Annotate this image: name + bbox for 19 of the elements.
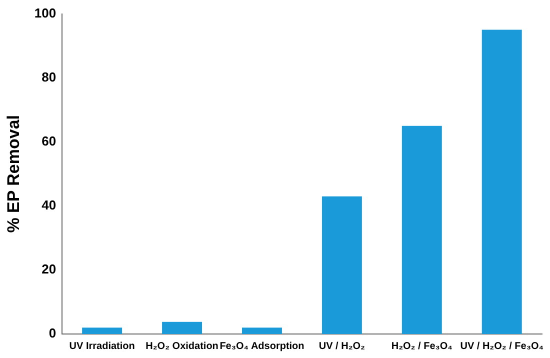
y-tick-label: 0	[48, 326, 56, 341]
x-tick-label: Fe₃O₄ Adsorption	[220, 340, 304, 352]
y-tick-label: 80	[42, 69, 56, 84]
x-tick-label: H₂O₂ Oxidation	[146, 340, 218, 352]
y-tick-label: 60	[42, 133, 56, 148]
x-tick-label: H₂O₂ / Fe₃O₄	[391, 340, 453, 352]
bar	[402, 126, 442, 334]
x-tick-label: UV / H₂O₂ / Fe₃O₄	[460, 340, 544, 352]
y-tick-label: 40	[42, 198, 56, 212]
y-tick-label: 100	[34, 5, 56, 20]
y-tick-label: 20	[42, 262, 56, 277]
bar	[82, 328, 122, 334]
bar	[482, 30, 522, 334]
x-tick-label: UV Irradiation	[69, 340, 135, 352]
bar	[162, 322, 202, 334]
y-axis-title: % EP Removal	[4, 115, 23, 233]
bar	[242, 328, 282, 334]
bar	[322, 196, 362, 334]
x-tick-label: UV / H₂O₂	[318, 340, 366, 352]
